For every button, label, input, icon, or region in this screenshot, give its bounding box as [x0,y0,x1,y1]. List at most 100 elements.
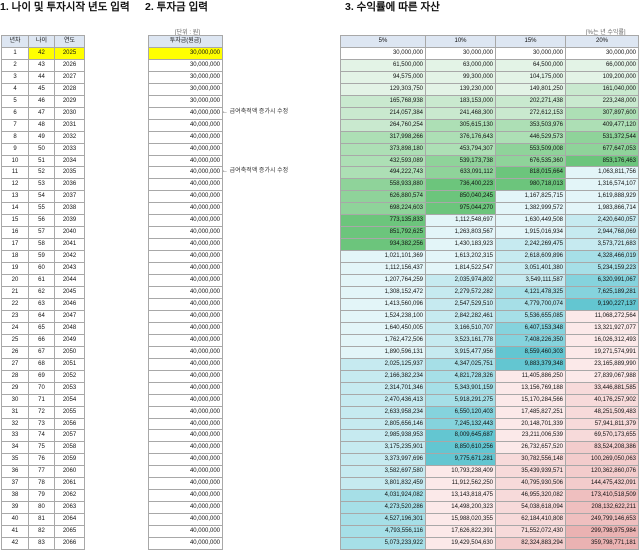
rate-5-cell: 94,575,000 [340,70,426,84]
investment-cell[interactable]: 40,000,000 [148,345,223,359]
table-row: 40,000,000 [148,274,223,288]
investment-cell[interactable]: 40,000,000 [148,262,223,276]
investment-cell[interactable]: 40,000,000 [148,238,223,252]
rate-5-cell: 934,382,256 [340,238,426,252]
table-row: 40,000,000 [148,405,223,419]
investment-cell[interactable]: 40,000,000 [148,537,223,550]
rate-10-cell: 8,009,645,687 [425,429,496,443]
investment-cell[interactable]: 30,000,000 [148,58,223,72]
investment-cell[interactable]: 40,000,000 [148,250,223,264]
table-row: 40,000,000 [148,417,223,431]
rate-5-cell: 1,021,101,369 [340,250,426,264]
year-index-cell: 11 [1,166,29,180]
section-title-investment: 2. 투자금 입력 [145,1,208,13]
investment-cell[interactable]: 40,000,000 [148,513,223,527]
rate-20-cell: 5,234,159,223 [565,262,639,276]
table-row: 432,593,089 539,173,738 676,535,360 853,176… [340,154,639,168]
investment-cell[interactable]: 40,000,000 [148,106,223,120]
age-cell: 81 [28,513,55,527]
year-index-cell: 29 [1,381,29,395]
investment-cell[interactable]: 40,000,000 [148,297,223,311]
investment-cell[interactable]: 40,000,000 [148,417,223,431]
rate-10-cell: 305,615,130 [425,118,496,132]
table-row: 41 82 2065 [1,525,85,539]
rate-5-cell: 264,760,254 [340,118,426,132]
table-row: 32 73 2056 [1,417,85,431]
rate-5-cell: 1,112,156,437 [340,262,426,276]
age-cell: 48 [28,118,55,132]
investment-cell[interactable]: 40,000,000 [148,202,223,216]
investment-cell[interactable]: 30,000,000 [148,82,223,96]
table-row: 4,273,520,286 14,498,200,323 54,038,618,09… [340,501,639,515]
table-row: 28 69 2052 [1,369,85,383]
investment-cell[interactable]: 40,000,000 [148,321,223,335]
year-index-cell: 12 [1,178,29,192]
table-row: 14 55 2038 [1,202,85,216]
investment-cell[interactable]: 40,000,000 [148,286,223,299]
investment-cell[interactable]: 40,000,000 [148,525,223,539]
investment-cell[interactable]: 40,000,000 [148,118,223,132]
investment-cell[interactable]: 40,000,000 [148,429,223,443]
year-cell: 2050 [54,345,85,359]
table-row: 27 68 2051 [1,357,85,371]
investment-cell[interactable]: 30,000,000 [148,94,223,108]
table-row: 2 43 2026 [1,58,85,72]
table-row: 30,000,000 [148,70,223,84]
rate-15-cell: 40,795,930,506 [495,477,566,491]
investment-cell[interactable]: 40,000,000 [148,465,223,479]
investment-cell[interactable]: 40,000,000 [148,441,223,455]
investment-cell[interactable]: 30,000,000 [148,70,223,84]
year-index-cell: 28 [1,369,29,383]
table-row: 3 44 2027 [1,70,85,84]
investment-cell[interactable]: 40,000,000 [148,381,223,395]
year-cell: 2029 [54,94,85,108]
year-index-cell: 1 [1,46,29,60]
year-cell: 2043 [54,262,85,276]
age-cell[interactable]: 42 [28,46,55,60]
investment-cell[interactable]: 40,000,000 [148,274,223,288]
table-row: 38 79 2062 [1,489,85,503]
investment-cell[interactable]: 40,000,000 [148,190,223,204]
investment-cell[interactable]: 40,000,000 [148,142,223,156]
table-row: 37 78 2061 [1,477,85,491]
investment-cell[interactable]: 40,000,000 [148,226,223,240]
investment-cell[interactable]: 40,000,000 [148,489,223,503]
investment-cell[interactable]: 40,000,000 [148,357,223,371]
year-cell[interactable]: 2025 [54,46,85,60]
year-index-cell: 31 [1,405,29,419]
rate-10-cell: 63,000,000 [425,58,496,72]
age-cell: 50 [28,142,55,156]
investment-cell[interactable]: 40,000,000 [148,333,223,347]
section-title-assets: 3. 수익률에 따른 자산 [345,1,440,13]
rate-15-cell: 35,439,939,571 [495,465,566,479]
rate-15-cell: 20,148,701,339 [495,417,566,431]
rate-5-cell: 1,524,238,100 [340,309,426,323]
table-row: 40,000,000 [148,250,223,264]
investment-cell[interactable]: 40,000,000 [148,214,223,228]
rate-5-cell: 4,527,196,301 [340,513,426,527]
investment-cell[interactable]: 40,000,000 [148,178,223,192]
rate-20-cell: 677,647,053 [565,142,639,156]
investment-cell[interactable]: 40,000,000 [148,477,223,491]
investment-cell[interactable]: 40,000,000 [148,393,223,407]
table-row: 40,000,000 [148,537,223,550]
investment-cell[interactable]: 40,000,000 [148,501,223,515]
investment-cell[interactable]: 40,000,000 [148,309,223,323]
year-cell: 2042 [54,250,85,264]
investment-cell[interactable]: 40,000,000 [148,130,223,144]
year-index-cell: 4 [1,82,29,96]
table-row: 31 72 2055 [1,405,85,419]
investment-cell[interactable]: 40,000,000 [148,405,223,419]
rate-20-cell: 1,619,888,929 [565,190,639,204]
rate-5-cell: 61,500,000 [340,58,426,72]
investment-cell[interactable]: 40,000,000 [148,369,223,383]
investment-cell[interactable]: 40,000,000 [148,166,223,180]
age-cell: 83 [28,537,55,550]
age-cell: 51 [28,154,55,168]
year-index-cell: 38 [1,489,29,503]
investment-cell[interactable]: 30,000,000 [148,46,223,60]
year-index-cell: 32 [1,417,29,431]
investment-cell[interactable]: 40,000,000 [148,453,223,467]
table-row: 1,762,472,506 3,523,161,778 7,408,226,350 1… [340,333,639,347]
investment-cell[interactable]: 40,000,000 [148,154,223,168]
